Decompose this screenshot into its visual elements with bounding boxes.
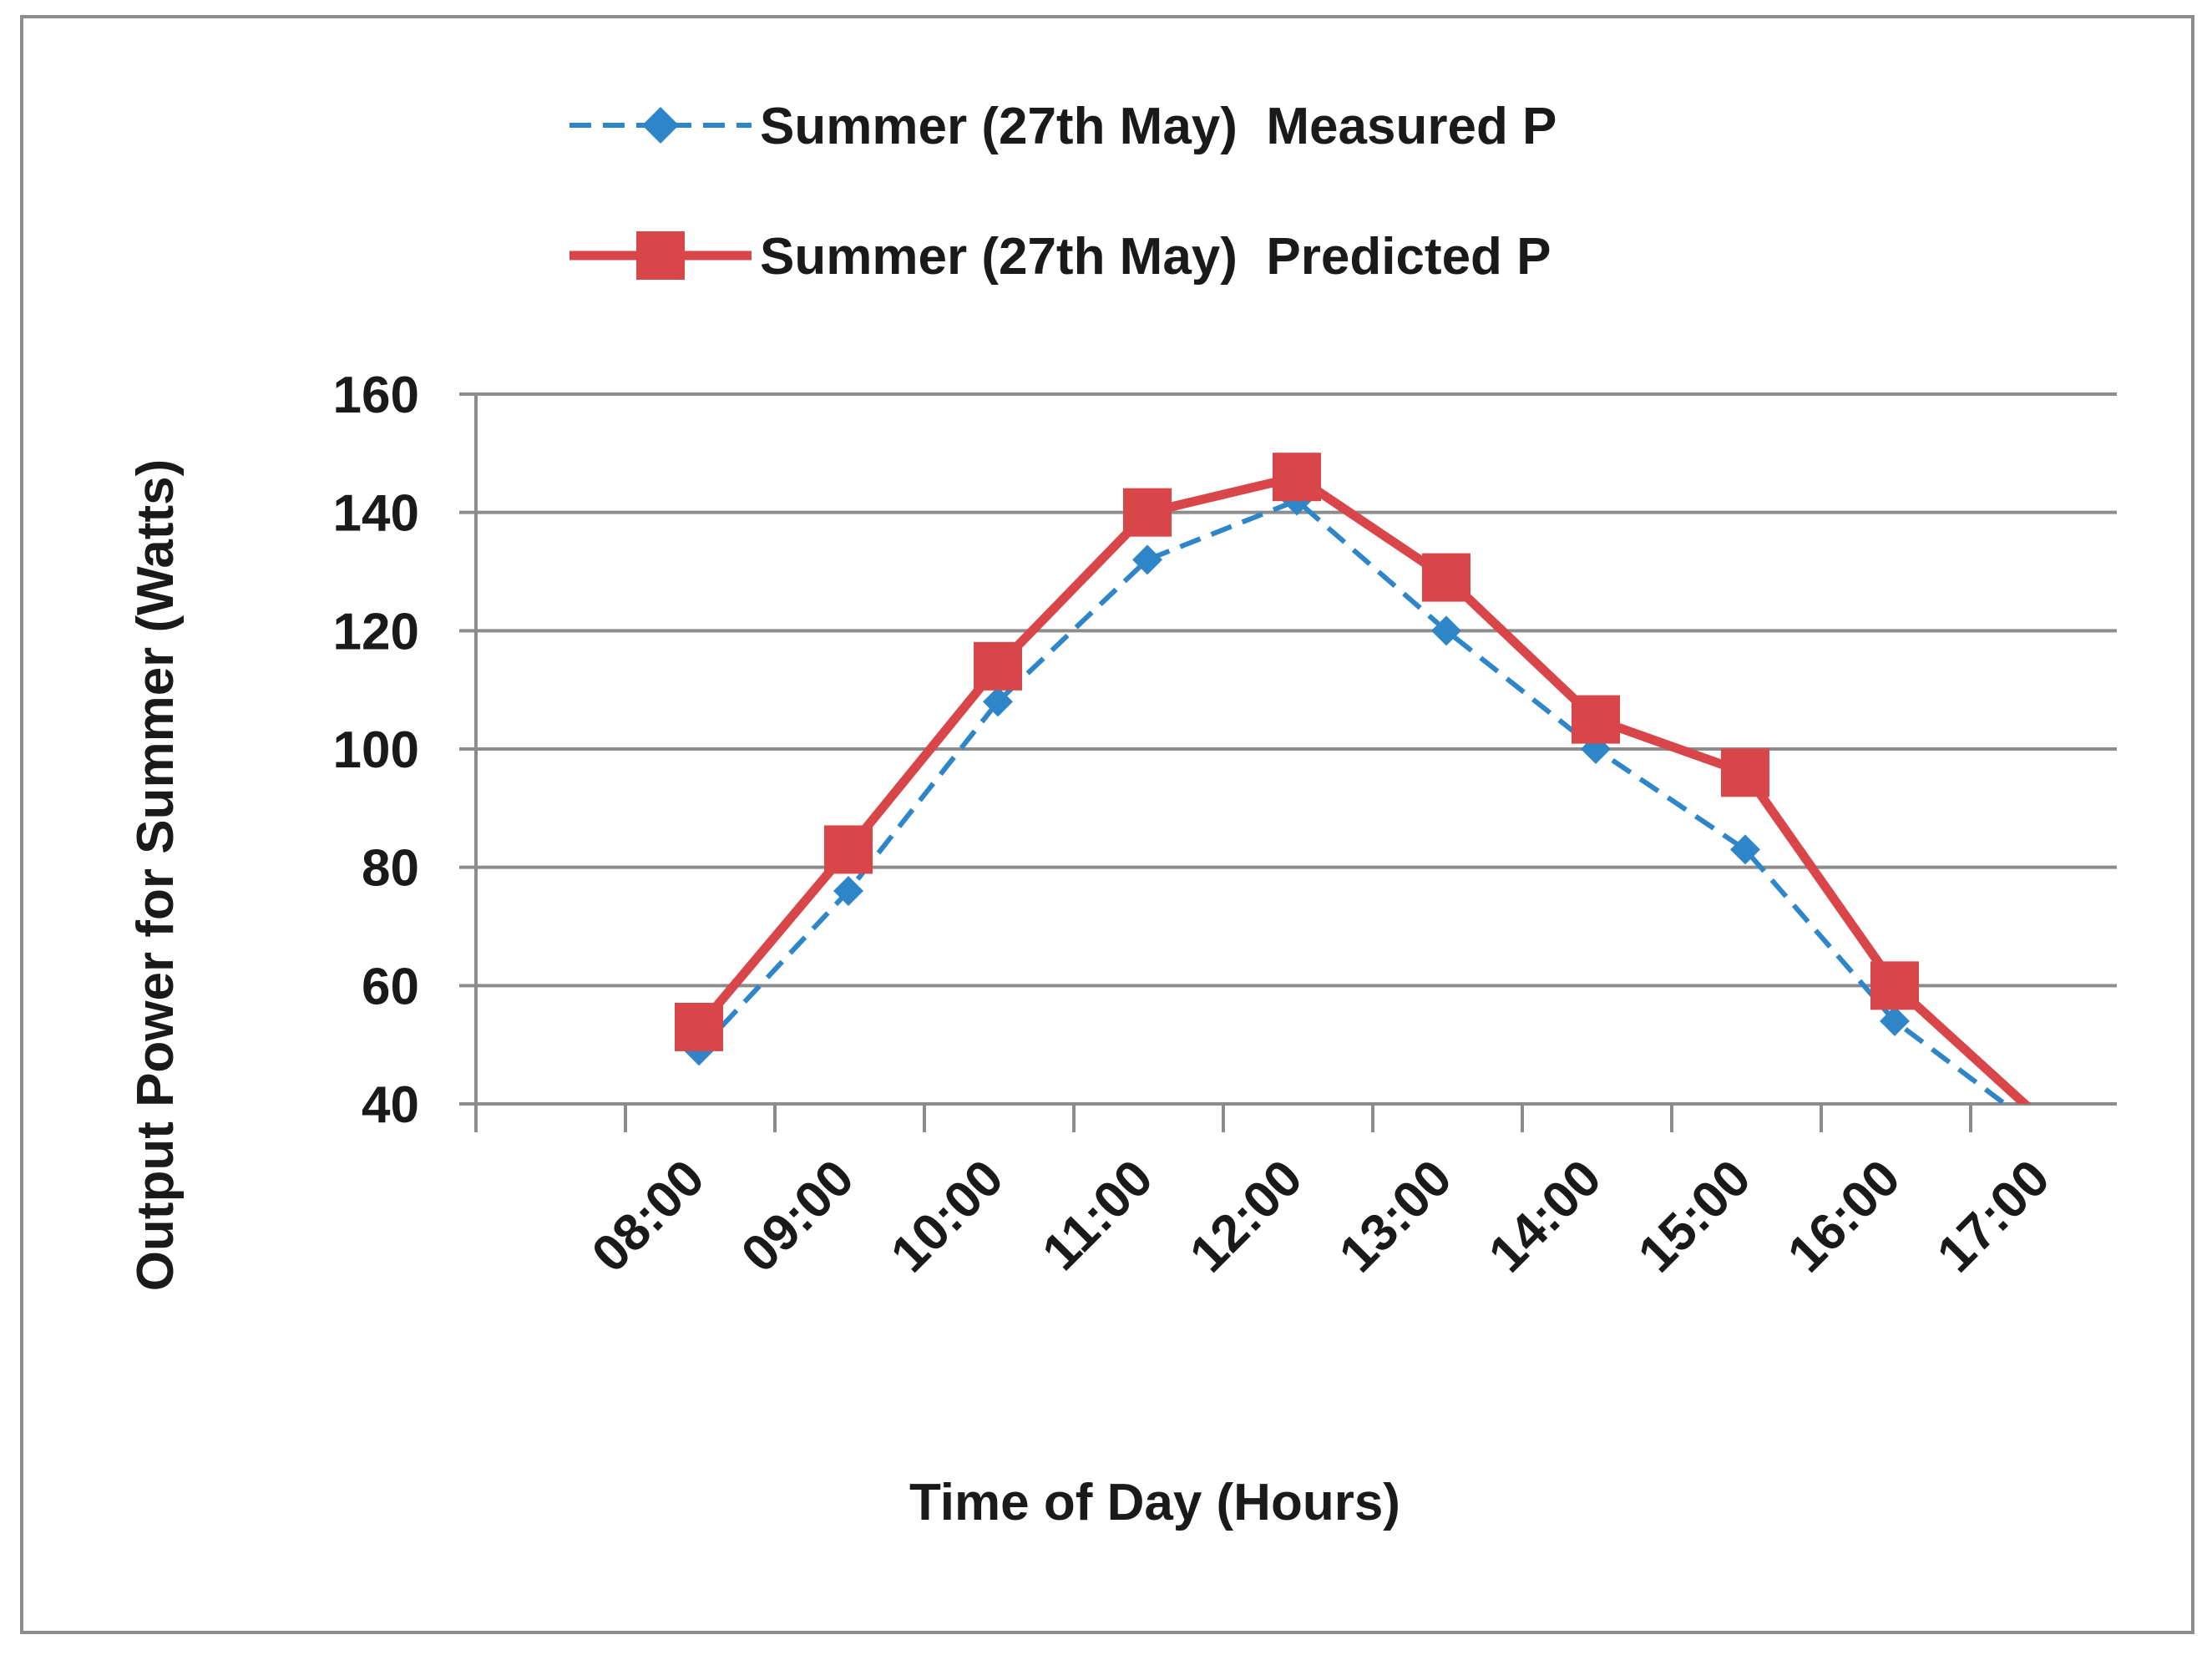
data-point-predicted [974, 641, 1022, 691]
legend-marker-predicted [636, 231, 685, 280]
y-tick-label: 120 [333, 603, 419, 660]
x-axis-label: Time of Day (Hours) [909, 1474, 1400, 1531]
data-point-predicted [824, 825, 873, 874]
series-predicted [675, 453, 2032, 1104]
data-point-predicted [1721, 748, 1769, 797]
data-point-predicted [1572, 695, 1620, 744]
y-tick-label: 40 [362, 1076, 419, 1134]
legend-label-predicted: Summer (27th May) Predicted P [760, 228, 1551, 286]
data-point-measured [1431, 615, 1461, 646]
data-point-predicted [675, 1002, 723, 1051]
series-line-measured [696, 498, 2009, 1104]
data-point-measured [833, 876, 863, 906]
y-axis-tick-labels: 160 140 120 100 80 60 40 [333, 367, 419, 1134]
y-tick-label: 100 [333, 721, 419, 779]
legend-item-predicted: Summer (27th May) Predicted P [569, 228, 1551, 286]
series-line-predicted [695, 472, 2032, 1104]
legend-label-measured: Summer (27th May) Measured P [760, 98, 1556, 155]
y-axis-label: Output Power for Summer (Watts) [127, 459, 185, 1292]
data-point-predicted [1422, 553, 1470, 602]
chart-frame [20, 15, 2194, 1634]
data-point-measured [1730, 834, 1760, 865]
y-tick-label: 160 [333, 367, 419, 424]
data-point-predicted [1273, 453, 1321, 502]
legend: Summer (27th May) Measured P Summer (27t… [569, 98, 1556, 286]
series-layer [675, 453, 2032, 1104]
y-tick-label: 80 [362, 840, 419, 898]
legend-marker-measured [642, 107, 679, 144]
data-point-measured [983, 686, 1013, 717]
x-axis [474, 1102, 2117, 1132]
data-point-measured [1132, 544, 1162, 575]
y-tick-label: 140 [333, 485, 419, 543]
data-point-predicted [1870, 961, 1919, 1010]
y-tick-label: 60 [362, 958, 419, 1015]
legend-item-measured: Summer (27th May) Measured P [569, 98, 1556, 155]
data-point-predicted [1123, 488, 1172, 537]
data-point-measured [1880, 1005, 1910, 1036]
